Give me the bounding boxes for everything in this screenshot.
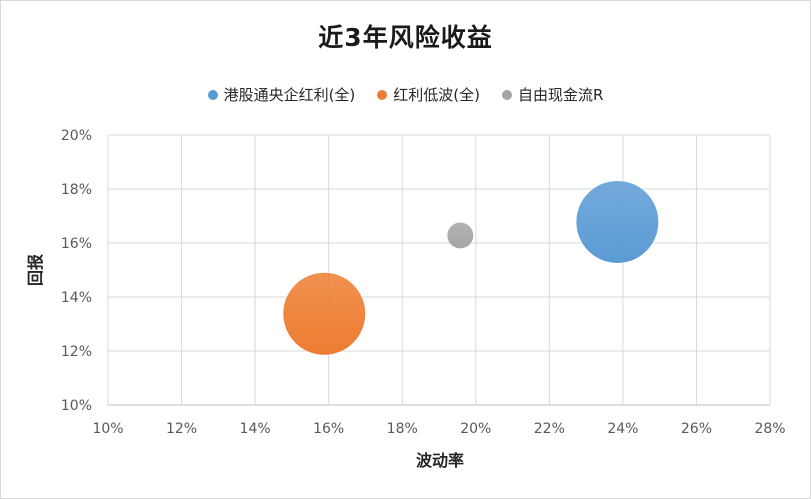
x-axis-title: 波动率: [416, 451, 464, 470]
legend-item-series-3: 自由现金流R: [502, 84, 603, 105]
legend-label-series-2: 红利低波(全): [393, 86, 480, 104]
y-tick-label: 20%: [61, 128, 92, 144]
bubble-layer: [283, 180, 659, 355]
bubble-series-1[interactable]: [576, 180, 659, 263]
legend: 港股通央企红利(全) 红利低波(全) 自由现金流R: [0, 84, 811, 105]
x-tick-label: 16%: [313, 421, 344, 437]
x-tick-label: 12%: [166, 421, 197, 437]
x-tick-label: 28%: [754, 421, 785, 437]
y-tick-label: 10%: [61, 398, 92, 414]
x-tick-label: 26%: [681, 421, 712, 437]
legend-swatch-series-1: [207, 89, 218, 100]
legend-label-series-3: 自由现金流R: [518, 86, 604, 104]
legend-item-series-2: 红利低波(全): [377, 84, 480, 105]
y-tick-label: 16%: [61, 236, 92, 252]
y-tick-label: 18%: [61, 182, 92, 198]
legend-label-series-1: 港股通央企红利(全): [223, 86, 356, 104]
legend-item-series-1: 港股通央企红利(全): [207, 84, 356, 105]
chart-title: 近3年风险收益: [318, 23, 493, 52]
x-tick-label: 20%: [460, 421, 491, 437]
x-tick-label: 10%: [92, 421, 123, 437]
x-tick-label: 18%: [387, 421, 418, 437]
grid-layer: [107, 134, 771, 406]
tick-layer: 10% 12% 14% 16% 18% 20% 22% 24% 26% 28% 10% 12% 14% 1…: [61, 128, 786, 437]
legend-swatch-series-3: [502, 89, 512, 100]
y-tick-label: 14%: [61, 290, 92, 306]
y-axis-title: 回报: [26, 254, 45, 286]
x-tick-label: 22%: [534, 421, 565, 437]
bubble-series-2[interactable]: [283, 272, 366, 355]
bubble-series-3[interactable]: [447, 222, 474, 249]
legend-swatch-series-2: [377, 89, 388, 100]
y-tick-label: 12%: [61, 344, 92, 360]
x-tick-label: 14%: [240, 421, 271, 437]
x-tick-label: 24%: [607, 421, 638, 437]
